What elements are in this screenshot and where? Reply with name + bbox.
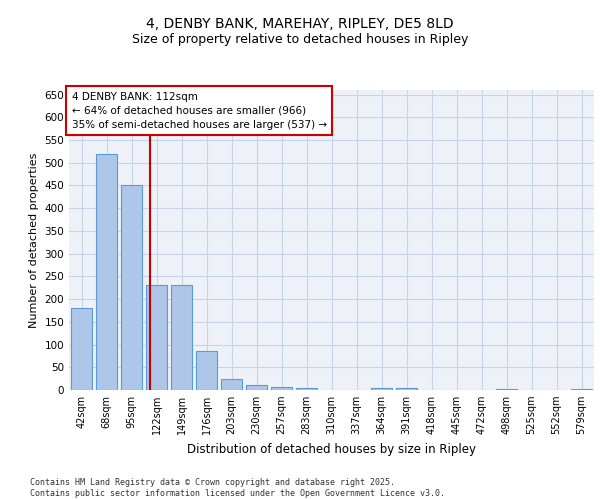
X-axis label: Distribution of detached houses by size in Ripley: Distribution of detached houses by size … [187,442,476,456]
Bar [496,388,517,390]
Bar [246,384,267,390]
Bar [196,352,217,390]
Bar [271,387,292,390]
Bar [571,388,592,390]
Bar [221,378,242,390]
Text: Size of property relative to detached houses in Ripley: Size of property relative to detached ho… [132,32,468,46]
Text: 4, DENBY BANK, MAREHAY, RIPLEY, DE5 8LD: 4, DENBY BANK, MAREHAY, RIPLEY, DE5 8LD [146,18,454,32]
Text: Contains HM Land Registry data © Crown copyright and database right 2025.
Contai: Contains HM Land Registry data © Crown c… [30,478,445,498]
Bar [396,388,417,390]
Bar [296,388,317,390]
Text: 4 DENBY BANK: 112sqm
← 64% of detached houses are smaller (966)
35% of semi-deta: 4 DENBY BANK: 112sqm ← 64% of detached h… [71,92,327,130]
Bar [71,308,92,390]
Bar [96,154,117,390]
Y-axis label: Number of detached properties: Number of detached properties [29,152,39,328]
Bar [146,286,167,390]
Bar [121,186,142,390]
Bar [171,286,192,390]
Bar [371,388,392,390]
